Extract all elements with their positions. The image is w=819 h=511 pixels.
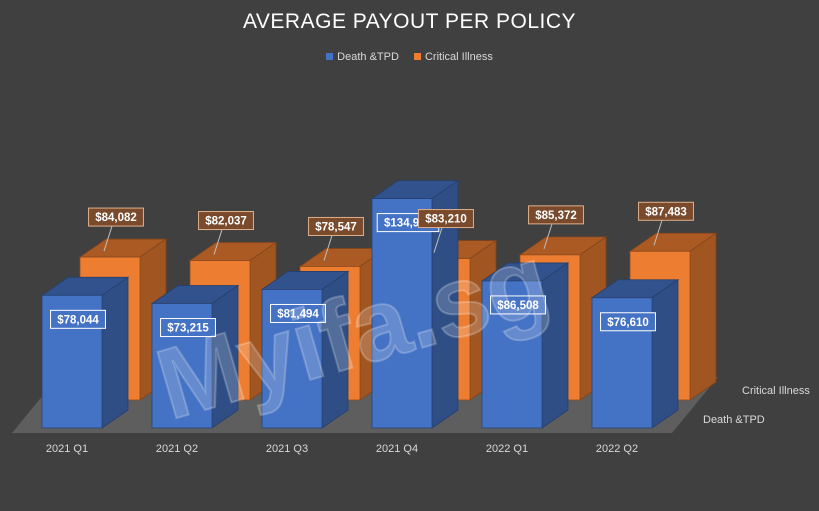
leader-line-critical-illness-6 (653, 220, 663, 246)
depth-label-death-tpd: Death &TPD (703, 414, 765, 426)
data-label-death-tpd-5: $86,508 (490, 295, 546, 315)
category-axis: 2021 Q1 2021 Q2 2021 Q3 2021 Q4 2022 Q1 2022 … (46, 443, 638, 455)
data-labels: $78,044 $84,082 $73,215 $82,037 $81,494 $78,5… (50, 201, 694, 338)
legend-swatch-critical-illness (413, 53, 421, 60)
data-label-critical-illness-1: $84,082 (88, 207, 144, 227)
data-label-critical-illness-6: $87,483 (638, 201, 694, 221)
bar-death-tpd-4 (370, 179, 460, 429)
data-label-critical-illness-5: $85,372 (528, 205, 584, 225)
svg-text:$78,044: $78,044 (57, 314, 99, 326)
category-label-5: 2022 Q1 (486, 443, 528, 455)
legend-item-critical-illness: Critical Illness (413, 51, 493, 63)
svg-text:$87,483: $87,483 (645, 206, 687, 218)
svg-text:$85,372: $85,372 (535, 210, 577, 222)
svg-text:$82,037: $82,037 (205, 216, 247, 228)
leader-line-critical-illness-2 (213, 229, 223, 255)
leader-line-critical-illness-5 (543, 223, 553, 250)
data-label-critical-illness-2: $82,037 (198, 211, 254, 231)
svg-text:$86,508: $86,508 (497, 300, 539, 312)
legend-label-critical-illness: Critical Illness (424, 51, 493, 63)
bar-death-tpd-6-side (651, 278, 679, 429)
category-label-1: 2021 Q1 (46, 443, 88, 455)
svg-text:$76,610: $76,610 (607, 317, 649, 329)
data-label-critical-illness-4: $83,210 (418, 209, 474, 229)
chart-title: AVERAGE PAYOUT PER POLICY (242, 10, 577, 33)
bar-death-tpd-4-front (371, 198, 433, 429)
data-label-death-tpd-2: $73,215 (160, 318, 216, 338)
svg-text:$81,494: $81,494 (277, 308, 319, 320)
svg-text:$84,082: $84,082 (95, 212, 137, 224)
svg-text:$83,210: $83,210 (425, 214, 467, 226)
svg-text:$78,547: $78,547 (315, 221, 357, 233)
data-label-critical-illness-3: $78,547 (308, 216, 364, 236)
depth-label-critical-illness: Critical Illness (742, 385, 810, 397)
legend-swatch-death-tpd (326, 53, 334, 60)
bar-death-tpd-1-side (101, 276, 129, 429)
category-label-4: 2021 Q4 (376, 443, 418, 455)
data-label-death-tpd-6: $76,610 (600, 312, 656, 332)
leader-line-critical-illness-4 (433, 227, 443, 253)
bar-death-tpd-6 (590, 278, 680, 429)
leader-line-critical-illness-3 (323, 235, 333, 261)
legend-label-death-tpd: Death &TPD (337, 51, 399, 63)
data-label-death-tpd-3: $81,494 (270, 303, 326, 323)
depth-axis: Critical Illness Death &TPD (703, 385, 810, 426)
bar-death-tpd-1 (40, 276, 130, 429)
category-label-2: 2021 Q2 (156, 443, 198, 455)
bar-critical-illness-6-side (689, 232, 717, 401)
legend-item-death-tpd: Death &TPD (326, 51, 399, 63)
leader-line-critical-illness-1 (103, 225, 113, 252)
svg-text:$73,215: $73,215 (167, 323, 209, 335)
data-label-death-tpd-1: $78,044 (50, 309, 106, 329)
category-label-3: 2021 Q3 (266, 443, 308, 455)
category-label-6: 2022 Q2 (596, 443, 638, 455)
legend: Death &TPD Critical Illness (0, 51, 819, 63)
